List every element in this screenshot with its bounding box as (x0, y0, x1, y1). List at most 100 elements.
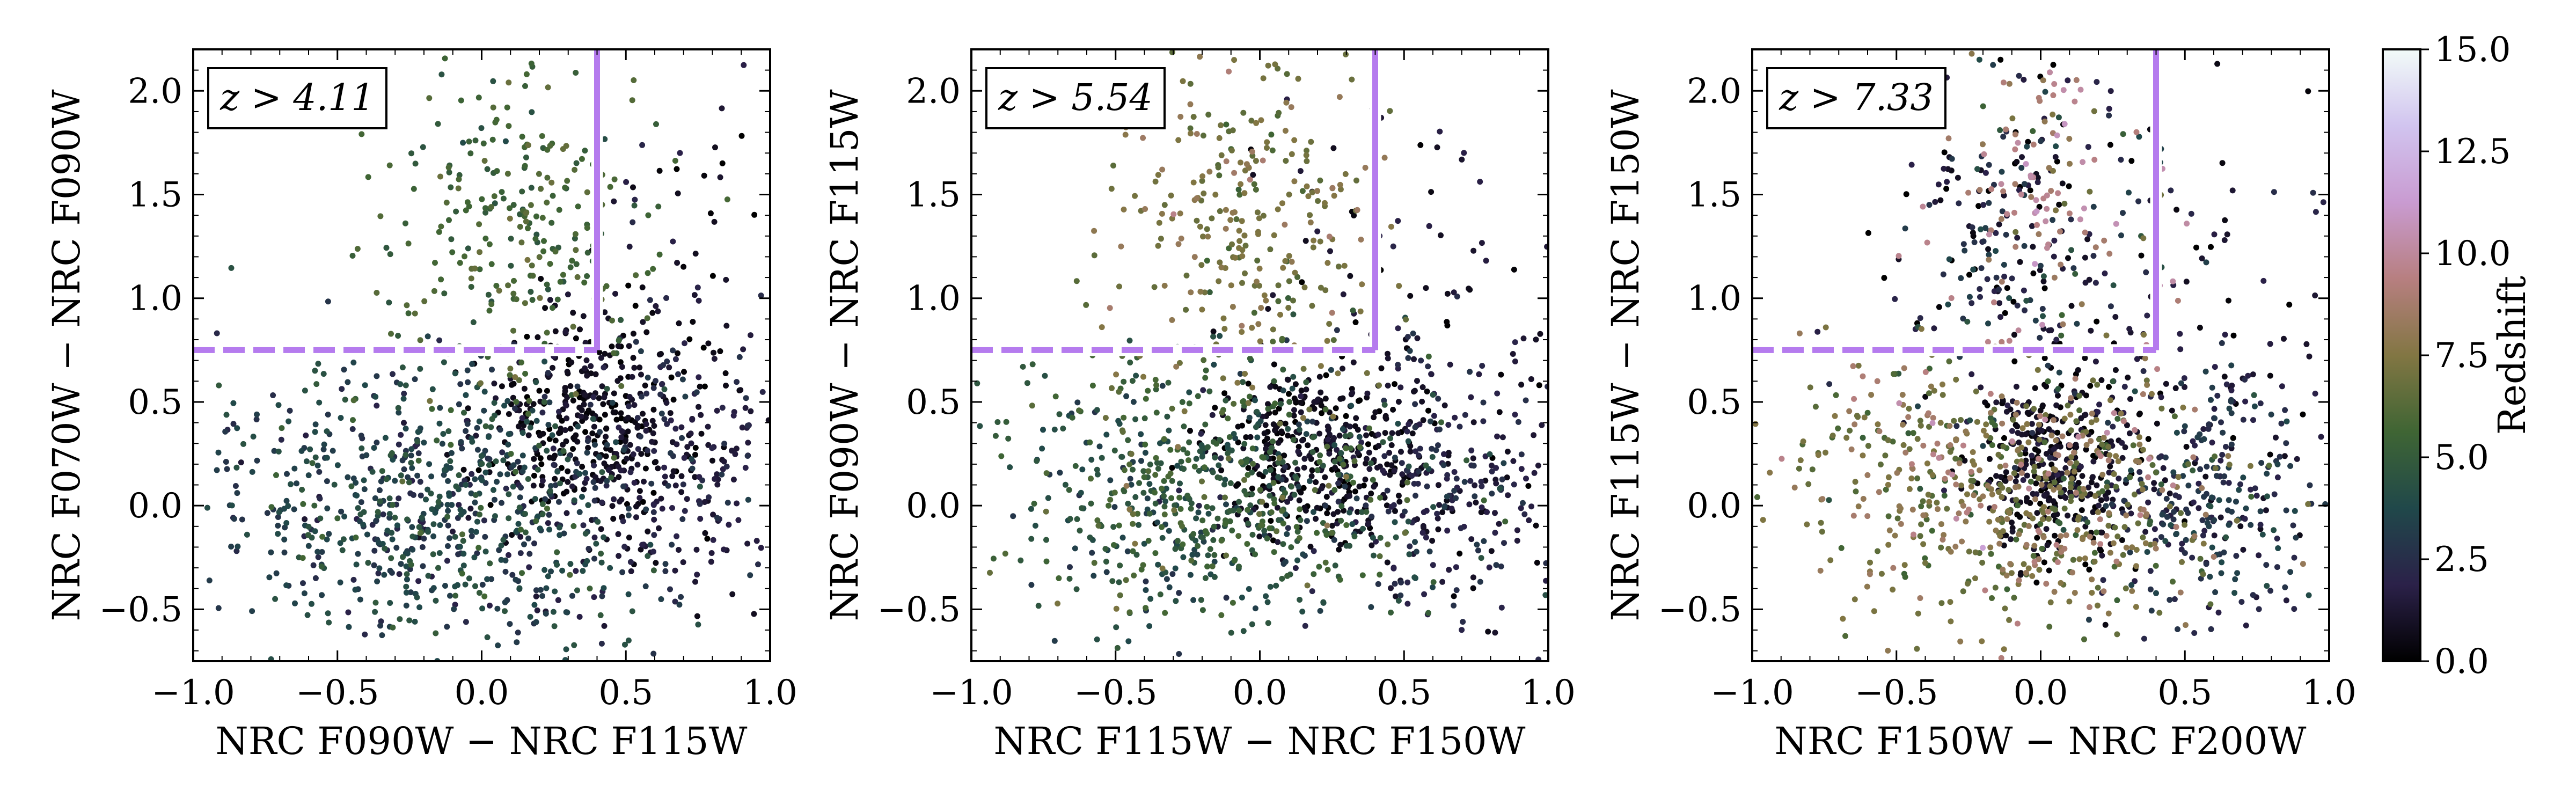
scatter-point (598, 355, 604, 361)
scatter-point (1028, 536, 1035, 542)
scatter-point (505, 441, 511, 448)
scatter-point (491, 380, 497, 387)
scatter-point (1279, 508, 1285, 514)
scatter-point (2026, 511, 2033, 518)
scatter-point (759, 389, 766, 395)
scatter-point (1372, 409, 1379, 415)
scatter-point (480, 140, 487, 147)
scatter-point (2282, 584, 2288, 590)
scatter-point (1337, 576, 1343, 583)
scatter-point (1539, 422, 1545, 428)
scatter-point (1180, 78, 1186, 84)
scatter-point (1812, 404, 1819, 410)
scatter-point (1290, 297, 1296, 304)
scatter-point (733, 445, 740, 452)
scatter-point (1931, 387, 1937, 394)
scatter-point (1132, 416, 1139, 422)
scatter-point (688, 440, 694, 447)
scatter-point (1324, 260, 1331, 266)
scatter-point (1864, 409, 1871, 416)
scatter-point (441, 472, 447, 478)
scatter-point (2230, 435, 2236, 441)
scatter-point (1353, 177, 1359, 184)
scatter-point (2190, 499, 2197, 506)
scatter-point (1267, 246, 1274, 253)
scatter-point (602, 136, 608, 142)
scatter-point (1362, 165, 1368, 171)
scatter-point (522, 300, 528, 306)
scatter-point (548, 483, 554, 489)
scatter-point (1214, 515, 1221, 522)
scatter-panel-right: −1.0 −0.5 0.0 0.5 1.0 −0.50.00.51.01.52.0 z … (1604, 48, 2357, 763)
scatter-point (1174, 463, 1181, 469)
scatter-point (1298, 393, 1304, 399)
scatter-point (1256, 511, 1262, 517)
scatter-point (1276, 405, 1282, 412)
scatter-point (1368, 514, 1375, 520)
scatter-point (498, 543, 504, 548)
scatter-point (2312, 292, 2318, 298)
scatter-point (1126, 338, 1133, 344)
scatter-point (1249, 547, 1255, 553)
scatter-point (2139, 486, 2146, 493)
scatter-point (498, 557, 504, 563)
scatter-point (1284, 573, 1291, 579)
scatter-point (479, 582, 486, 588)
scatter-point (1329, 310, 1335, 316)
scatter-point (1218, 264, 1225, 270)
scatter-point (2041, 355, 2048, 361)
scatter-point (1239, 218, 1245, 224)
scatter-point (2062, 465, 2069, 471)
scatter-point (1445, 450, 1452, 456)
scatter-point (2006, 295, 2012, 301)
scatter-point (2011, 470, 2017, 477)
scatter-point (2237, 523, 2244, 530)
scatter-point (611, 455, 617, 461)
scatter-point (1485, 628, 1491, 635)
scatter-point (2271, 491, 2278, 497)
scatter-point (1935, 181, 1942, 188)
scatter-point (592, 474, 599, 480)
scatter-point (1056, 575, 1062, 581)
scatter-point (1303, 379, 1309, 385)
scatter-point (2046, 516, 2052, 522)
scatter-point (1439, 579, 1446, 585)
scatter-point (1871, 608, 1877, 614)
scatter-point (1388, 609, 1394, 616)
scatter-point (1917, 418, 1923, 424)
scatter-point (536, 254, 543, 260)
scatter-point (1978, 384, 1984, 391)
scatter-point (558, 465, 565, 471)
scatter-point (1159, 383, 1166, 389)
scatter-point (1298, 489, 1304, 496)
scatter-point (1180, 446, 1187, 452)
scatter-point (1908, 162, 1915, 168)
scatter-point (1256, 266, 1263, 272)
scatter-point (1181, 466, 1187, 472)
scatter-point (1406, 463, 1412, 470)
scatter-point (1276, 455, 1283, 461)
scatter-point (440, 431, 447, 437)
scatter-point (714, 481, 721, 488)
scatter-point (579, 464, 586, 470)
scatter-point (2183, 444, 2190, 450)
scatter-point (1324, 423, 1331, 430)
scatter-point (1335, 480, 1342, 487)
scatter-point (616, 425, 622, 431)
scatter-point (292, 600, 298, 606)
scatter-point (2009, 275, 2015, 282)
scatter-point (1204, 564, 1211, 570)
scatter-point (1240, 628, 1247, 634)
scatter-point (1240, 379, 1246, 385)
scatter-point (573, 335, 579, 341)
scatter-point (603, 482, 610, 489)
scatter-point (2087, 188, 2093, 195)
scatter-point (1226, 434, 1233, 440)
scatter-point (1796, 465, 1802, 472)
scatter-point (2133, 563, 2139, 569)
scatter-point (2219, 452, 2226, 458)
scatter-point (486, 456, 493, 462)
scatter-point (435, 565, 441, 571)
scatter-point (1865, 443, 1871, 449)
scatter-point (547, 488, 553, 494)
